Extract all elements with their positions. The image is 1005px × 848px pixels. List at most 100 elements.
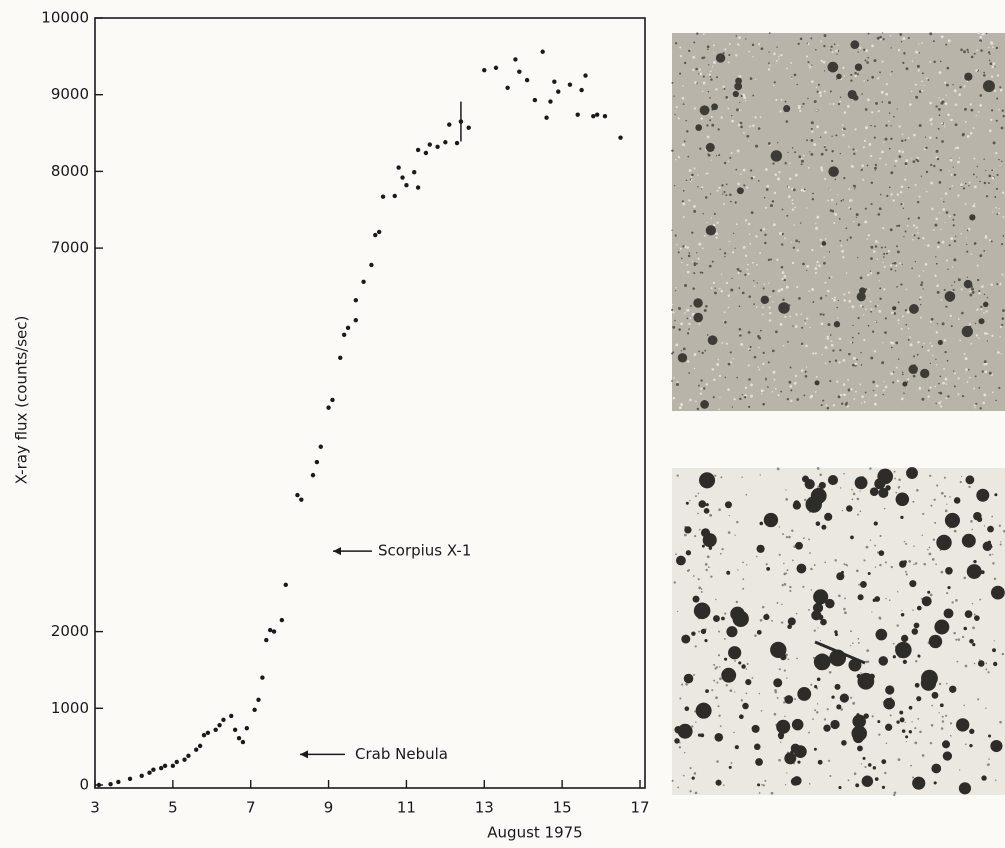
speck	[991, 334, 994, 337]
speck	[671, 779, 674, 782]
speck	[850, 388, 853, 391]
speck	[862, 178, 865, 181]
speck	[817, 627, 819, 629]
speck	[735, 54, 738, 57]
speck	[817, 83, 821, 86]
speck	[888, 101, 892, 105]
speck	[675, 383, 679, 387]
speck	[805, 366, 808, 368]
speck	[870, 203, 873, 206]
speck	[972, 127, 975, 129]
speck	[692, 287, 695, 290]
star	[927, 590, 931, 594]
speck	[686, 332, 690, 335]
speck	[907, 338, 910, 341]
speck	[921, 397, 925, 401]
speck	[894, 165, 896, 167]
star	[724, 657, 728, 661]
speck	[902, 61, 905, 64]
speck	[722, 52, 725, 55]
speck	[886, 194, 889, 198]
speck	[697, 578, 700, 581]
speck	[877, 305, 879, 307]
speck	[760, 710, 763, 712]
speck	[932, 354, 934, 357]
speck	[922, 270, 925, 272]
speck	[860, 672, 862, 674]
speck	[839, 96, 842, 98]
speck	[681, 143, 685, 147]
speck	[775, 59, 778, 62]
speck	[917, 231, 919, 234]
speck	[736, 520, 739, 524]
star	[684, 706, 690, 712]
speck	[675, 553, 677, 556]
data-point	[532, 97, 538, 103]
speck	[971, 290, 975, 294]
speck	[697, 186, 699, 188]
speck	[975, 334, 979, 337]
speck	[682, 347, 686, 351]
speck	[903, 52, 906, 55]
speck	[970, 253, 973, 255]
speck	[819, 639, 821, 642]
speck	[930, 344, 933, 348]
speck	[803, 537, 805, 540]
data-point	[174, 759, 179, 765]
speck	[808, 783, 811, 785]
speck	[930, 181, 934, 185]
star	[797, 687, 812, 701]
speck	[919, 298, 921, 301]
speck	[952, 224, 955, 227]
speck	[895, 366, 898, 369]
speck	[776, 601, 779, 604]
speck	[698, 528, 701, 531]
speck	[935, 149, 939, 153]
speck	[870, 308, 873, 311]
speck	[830, 334, 832, 336]
speck	[918, 124, 922, 128]
speck	[857, 513, 859, 516]
speck	[718, 374, 721, 378]
speck	[932, 40, 935, 43]
speck	[882, 38, 885, 41]
data-point	[524, 77, 530, 83]
data-point	[567, 82, 573, 87]
speck	[714, 287, 716, 289]
speck	[789, 385, 793, 388]
speck	[777, 289, 781, 293]
speck	[900, 185, 904, 189]
speck	[920, 281, 924, 284]
speck	[973, 203, 976, 205]
speck	[972, 204, 976, 208]
speck	[944, 509, 948, 513]
speck	[888, 186, 891, 189]
speck	[970, 520, 973, 523]
speck	[775, 330, 778, 334]
star	[732, 90, 739, 98]
data-point	[96, 782, 102, 788]
speck	[784, 237, 786, 240]
speck	[833, 43, 836, 46]
speck	[939, 168, 943, 172]
speck	[682, 215, 685, 219]
star	[674, 726, 682, 734]
speck	[721, 547, 724, 551]
data-point	[279, 617, 285, 623]
speck	[960, 288, 963, 291]
speck	[884, 246, 887, 248]
speck	[832, 404, 836, 407]
star	[711, 103, 718, 111]
speck	[731, 114, 733, 117]
speck	[869, 270, 872, 272]
speck	[754, 634, 757, 637]
speck	[851, 488, 853, 491]
speck	[991, 109, 994, 112]
speck	[848, 299, 852, 303]
speck	[938, 392, 940, 394]
speck	[715, 598, 717, 601]
speck	[970, 342, 973, 345]
speck	[705, 568, 708, 572]
speck	[842, 124, 844, 126]
speck	[691, 725, 694, 728]
